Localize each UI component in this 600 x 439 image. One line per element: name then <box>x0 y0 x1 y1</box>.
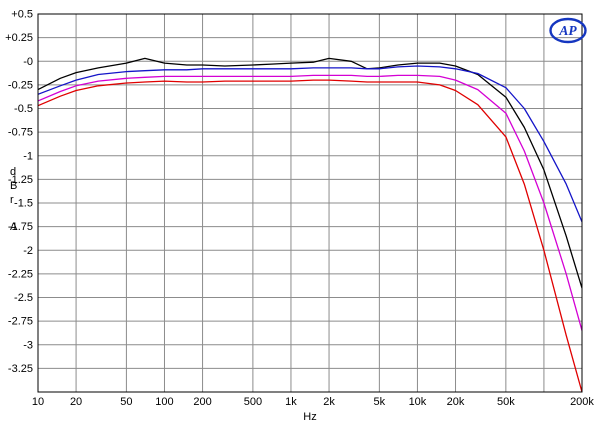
y-tick-label: +0.25 <box>5 32 33 44</box>
y-tick-label: -1.75 <box>8 221 33 233</box>
x-tick-label: 200k <box>570 396 594 408</box>
x-tick-label: 50k <box>497 396 515 408</box>
x-tick-label: 200 <box>193 396 211 408</box>
x-tick-label: 20k <box>447 396 465 408</box>
y-tick-label: -0.5 <box>14 103 33 115</box>
x-tick-label: 10k <box>409 396 427 408</box>
traces <box>38 57 582 392</box>
y-axis-unit-char: B <box>10 180 18 192</box>
x-tick-label: 2k <box>323 396 335 408</box>
ap-logo-ellipse <box>549 17 587 44</box>
x-axis-label: Hz <box>303 411 317 423</box>
x-tick-label: 1k <box>285 396 297 408</box>
axis-tick-labels: +0.5 +0.25 -0 -0.25 -0.5 -0.75 -1 -1.25 -1.5 -1.7… <box>5 9 594 409</box>
y-tick-label: -2.5 <box>14 292 33 304</box>
x-tick-label: 5k <box>374 396 386 408</box>
y-tick-label: -0.25 <box>8 79 33 91</box>
blue-trace <box>38 65 582 223</box>
y-tick-label: -0 <box>23 56 33 68</box>
y-tick-label: -2.75 <box>8 316 33 328</box>
magenta-trace <box>38 74 582 331</box>
plot-frame <box>37 13 583 393</box>
black-trace <box>38 57 582 289</box>
y-axis-unit-char: A <box>10 221 18 233</box>
x-tick-label: 50 <box>120 396 132 408</box>
y-tick-label: -3.25 <box>8 363 33 375</box>
x-tick-label: 20 <box>70 396 82 408</box>
red-trace <box>38 79 582 392</box>
x-tick-label: 100 <box>155 396 173 408</box>
y-tick-label: +0.5 <box>11 9 33 21</box>
y-tick-label: -1 <box>23 150 33 162</box>
grid-lines <box>37 13 583 392</box>
ap-logo-text: AP <box>558 23 577 38</box>
x-tick-label: 500 <box>244 396 262 408</box>
y-tick-label: -2 <box>23 245 33 257</box>
y-axis-unit-char: r <box>10 194 14 206</box>
y-tick-label: -1.5 <box>14 198 33 210</box>
y-axis-unit-label: d B r A <box>10 165 17 234</box>
y-axis-unit-char: d <box>10 166 17 178</box>
y-tick-label: -2.25 <box>8 268 33 280</box>
y-tick-label: -3 <box>23 339 33 351</box>
y-tick-label: -0.75 <box>8 127 33 139</box>
y-tick-label: -1.25 <box>8 174 33 186</box>
ap-logo: AP <box>549 17 587 44</box>
x-tick-label: 10 <box>32 396 44 408</box>
